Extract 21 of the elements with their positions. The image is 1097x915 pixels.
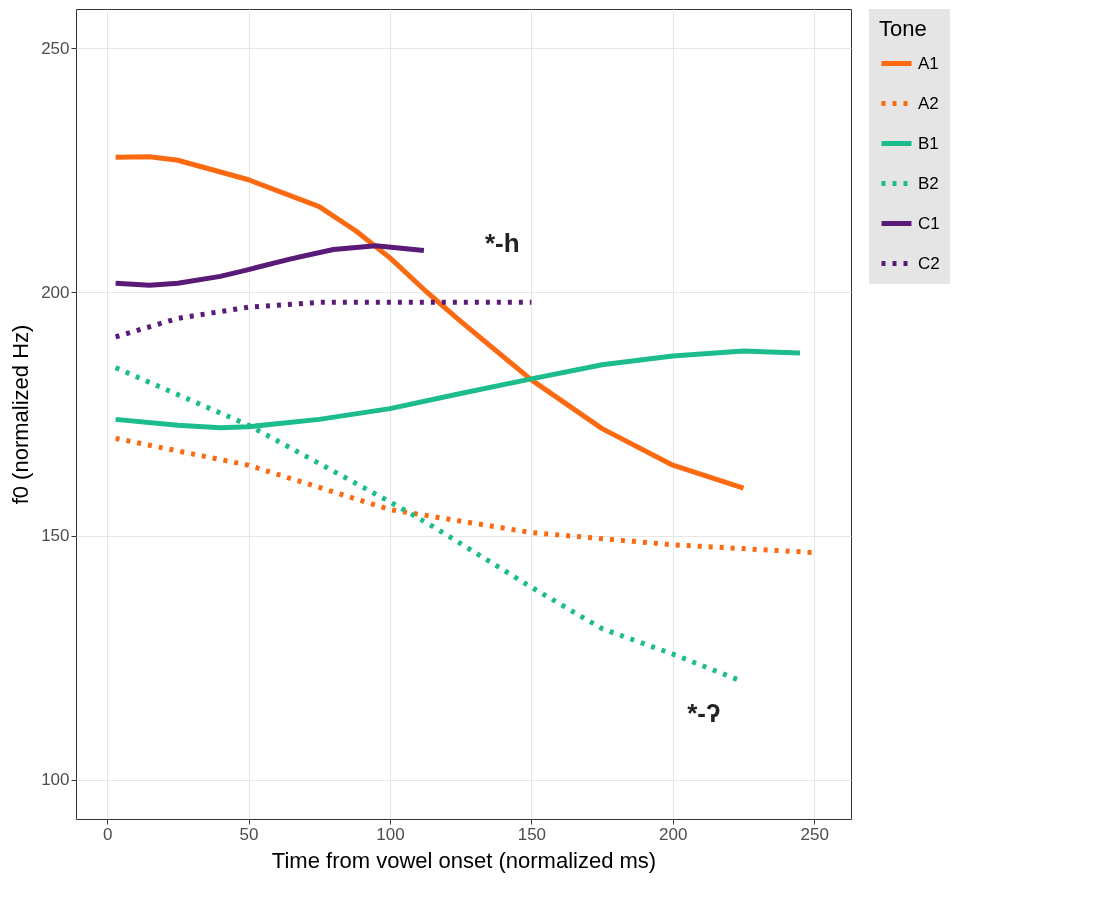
x-axis-title: Time from vowel onset (normalized ms) — [271, 847, 657, 873]
legend-label: B1 — [918, 133, 939, 153]
x-tick-label: 0 — [102, 824, 113, 844]
x-tick-label: 50 — [239, 824, 259, 844]
y-tick-label: 250 — [41, 38, 70, 58]
legend-title: Tone — [879, 16, 927, 41]
y-axis-title: f0 (normalized Hz) — [8, 324, 34, 505]
legend-label: C1 — [918, 213, 940, 233]
legend-label: C2 — [918, 253, 940, 273]
x-tick-label: 100 — [376, 824, 405, 844]
y-tick-label: 100 — [41, 770, 70, 790]
legend-label: A2 — [918, 93, 939, 113]
y-tick-label: 150 — [41, 526, 70, 546]
y-tick-label: 200 — [41, 282, 70, 302]
legend-label: A1 — [918, 53, 939, 73]
legend-label: B2 — [918, 173, 939, 193]
annotation: *-ʔ — [687, 697, 721, 728]
x-tick-label: 200 — [659, 824, 688, 844]
x-tick-label: 250 — [800, 824, 829, 844]
annotation: *-h — [484, 227, 520, 258]
x-tick-label: 150 — [517, 824, 547, 844]
